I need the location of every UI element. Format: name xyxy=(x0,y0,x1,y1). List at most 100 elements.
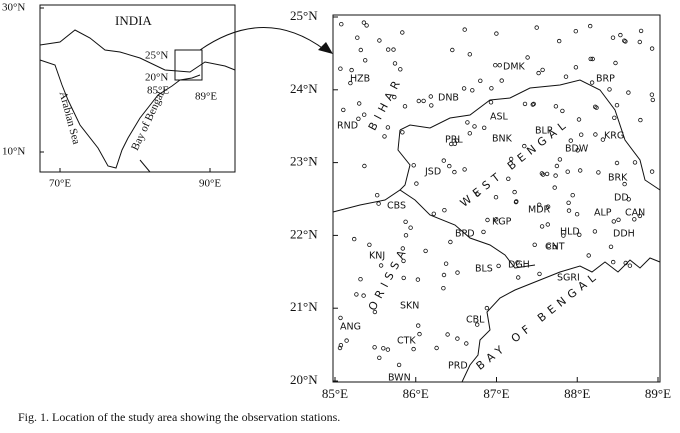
station-dot xyxy=(622,181,627,187)
station-dot xyxy=(354,292,359,297)
station-dot xyxy=(589,80,595,85)
lat-label: 21°N xyxy=(290,299,318,314)
station-dot xyxy=(496,263,501,269)
station-label: BWN xyxy=(388,373,411,384)
station-label: BRP xyxy=(596,74,615,85)
station-dot xyxy=(386,47,391,52)
station-dot xyxy=(362,163,367,169)
station-dot xyxy=(565,169,570,174)
station-dot xyxy=(385,125,391,130)
station-dot xyxy=(554,163,560,169)
station-dot xyxy=(614,160,620,166)
station-dot xyxy=(352,236,357,242)
station-dot xyxy=(623,260,628,266)
region-label: BAY OF BENGAL xyxy=(474,268,602,372)
station-dot xyxy=(545,204,551,209)
station-dot xyxy=(400,30,405,35)
station-dot xyxy=(616,217,621,222)
inset-frame xyxy=(39,4,236,173)
station-dot xyxy=(592,229,598,234)
station-dot xyxy=(338,315,343,321)
station-dot xyxy=(411,163,416,168)
station-dot xyxy=(539,171,545,176)
station-dot xyxy=(467,52,472,57)
station-label: RND xyxy=(337,121,358,132)
station-dot xyxy=(626,90,631,95)
station-dot xyxy=(415,277,421,282)
station-dot xyxy=(546,243,551,249)
arrow xyxy=(199,27,326,51)
station-label: PRL xyxy=(445,135,463,146)
station-dot xyxy=(626,197,631,202)
station-label: ALP xyxy=(594,208,612,219)
station-dot xyxy=(434,345,439,351)
station-dot xyxy=(611,219,616,224)
station-dot xyxy=(402,104,408,109)
station-dot xyxy=(449,141,454,147)
station-dot xyxy=(445,332,450,337)
station-label: KGP xyxy=(492,217,512,228)
station-dot xyxy=(358,47,363,53)
station-label: BRK xyxy=(608,173,628,184)
station-label: ANG xyxy=(340,322,361,333)
station-dot xyxy=(401,258,406,264)
station-label: DGH xyxy=(508,260,530,271)
station-dot xyxy=(650,97,655,103)
station-dot xyxy=(464,341,469,346)
station-dot xyxy=(570,192,575,198)
station-dot xyxy=(532,242,537,247)
station-dot xyxy=(522,143,527,149)
station-dot xyxy=(637,39,642,45)
station-dot xyxy=(385,347,391,352)
lon-label: 89°E xyxy=(645,386,671,401)
station-dot xyxy=(531,101,536,107)
station-dot xyxy=(614,102,620,108)
station-dot xyxy=(488,100,494,105)
station-dot xyxy=(421,98,426,104)
station-dot xyxy=(450,47,455,53)
station-label: HZB xyxy=(350,74,370,85)
station-dot xyxy=(357,101,362,106)
station-dot xyxy=(443,261,449,266)
box-label: 25°N xyxy=(145,50,168,62)
station-dot xyxy=(563,74,569,79)
lat-label: 10°N xyxy=(2,146,25,158)
station-dot xyxy=(414,181,419,186)
station-label: DNB xyxy=(438,93,459,104)
station-dot xyxy=(372,345,377,350)
lon-label: 88°E xyxy=(564,386,590,401)
station-dot xyxy=(441,272,447,278)
station-dot xyxy=(494,217,499,222)
station-label: CTK xyxy=(397,336,416,347)
station-dot xyxy=(515,260,520,265)
station-dot xyxy=(553,104,559,109)
station-dot xyxy=(618,32,623,38)
station-dot xyxy=(560,108,565,114)
station-dot xyxy=(593,132,598,137)
station-dot xyxy=(590,56,595,62)
station-dot xyxy=(465,120,470,125)
station-dot xyxy=(452,169,457,175)
station-dot xyxy=(539,224,545,229)
station-dot xyxy=(578,168,583,173)
station-dot xyxy=(428,94,433,99)
station-dot xyxy=(525,55,530,60)
station-dot xyxy=(506,176,511,181)
box-label: 89°E xyxy=(195,91,217,103)
station-dot xyxy=(398,67,403,72)
station-dot xyxy=(649,46,655,51)
station-dot xyxy=(475,322,480,327)
station-dot xyxy=(512,189,517,195)
station-dot xyxy=(552,244,558,250)
station-dot xyxy=(400,246,405,251)
station-dot xyxy=(588,23,593,29)
station-dot xyxy=(508,156,514,162)
station-dot xyxy=(574,211,580,217)
inset-title: INDIA xyxy=(115,13,152,28)
station-dot xyxy=(356,116,361,121)
station-dot xyxy=(575,148,580,153)
station-label: PRD xyxy=(448,361,468,372)
lat-label: 30°N xyxy=(2,2,25,14)
station-dot xyxy=(441,286,446,291)
